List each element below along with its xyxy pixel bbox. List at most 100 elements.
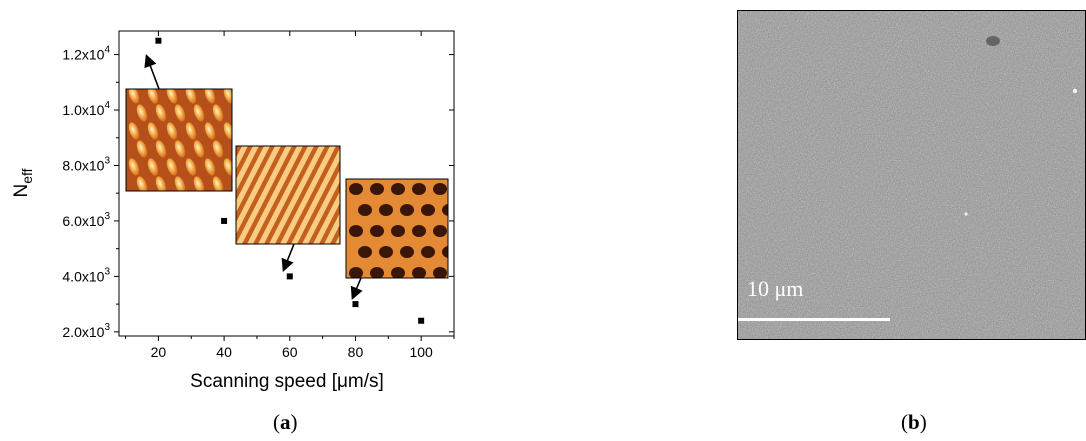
afm-texture: [212, 140, 224, 158]
afm-texture: [166, 89, 178, 104]
afm-texture: [433, 267, 447, 278]
afm-texture: [313, 191, 340, 244]
afm-texture: [147, 122, 159, 140]
afm-texture: [236, 146, 259, 192]
afm-texture: [247, 146, 303, 244]
afm-texture: [349, 183, 363, 195]
afm-texture: [136, 140, 148, 158]
scale-bar: [738, 318, 890, 321]
x-tick-label: 80: [348, 344, 364, 360]
afm-texture: [128, 122, 140, 140]
y-tick-label: 8.0x103: [62, 155, 110, 173]
afm-texture: [204, 122, 216, 140]
afm-texture: [236, 146, 270, 213]
afm-texture: [391, 225, 405, 237]
afm-texture: [400, 246, 414, 258]
afm-texture: [174, 176, 186, 191]
afm-texture: [433, 225, 447, 237]
afm-texture: [358, 246, 372, 258]
afm-texture: [136, 104, 148, 122]
afm-texture: [370, 183, 384, 195]
afm-texture: [147, 89, 159, 104]
afm-texture: [349, 267, 363, 278]
afm-texture: [128, 89, 140, 104]
afm-inset-blobs: [125, 88, 233, 192]
afm-texture: [291, 147, 340, 244]
data-point: [155, 37, 162, 44]
afm-texture: [379, 246, 393, 258]
afm-texture: [433, 183, 447, 195]
afm-texture: [193, 176, 205, 191]
afm-texture: [412, 267, 426, 278]
sem-image: 10 μm: [737, 10, 1086, 340]
afm-inset-stripes: [235, 145, 341, 245]
x-axis-title: Scanning speed [μm/s]: [190, 371, 384, 392]
scatter-chart: 20 40 60 80 100 2.0x103 4.0x103 6.0x103 8.0x103…: [11, 30, 455, 392]
y-tick-label: 1.2x104: [62, 45, 110, 63]
afm-inset-network: [345, 178, 449, 279]
afm-texture: [421, 204, 435, 216]
y-tick-label: 6.0x103: [62, 211, 110, 229]
afm-texture: [391, 183, 405, 195]
afm-texture: [155, 140, 167, 158]
y-tick-label: 1.0x104: [62, 100, 110, 118]
panel-label-b: (b): [901, 410, 927, 434]
x-tick-label: 40: [216, 344, 232, 360]
y-axis: 2.0x103 4.0x103 6.0x103 8.0x103 1.0x104 1.2x1…: [62, 45, 454, 340]
afm-texture: [185, 89, 197, 104]
y-axis-title: Neff: [11, 168, 35, 197]
afm-texture: [269, 146, 325, 244]
afm-texture: [166, 122, 178, 140]
data-points: [155, 37, 425, 324]
plot-frame: [118, 30, 455, 337]
afm-texture: [302, 169, 340, 244]
afm-texture: [204, 158, 216, 176]
afm-texture: [258, 146, 314, 244]
afm-texture: [147, 158, 159, 176]
afm-texture: [379, 204, 393, 216]
afm-texture: [442, 204, 448, 216]
afm-texture: [391, 267, 405, 278]
data-point: [221, 217, 228, 224]
afm-texture: [412, 183, 426, 195]
afm-texture: [174, 140, 186, 158]
afm-texture: [358, 204, 372, 216]
afm-texture: [421, 246, 435, 258]
y-tick-label: 2.0x103: [62, 322, 110, 340]
arrow-inset-80: [350, 277, 363, 300]
afm-texture: [155, 104, 167, 122]
panel-label-a: (a): [273, 410, 298, 434]
x-tick-label: 60: [282, 344, 298, 360]
afm-texture: [185, 122, 197, 140]
sem-dark-spot: [986, 36, 1000, 46]
afm-texture: [166, 158, 178, 176]
afm-texture: [174, 104, 186, 122]
afm-texture: [204, 89, 216, 104]
arrow-inset-60: [281, 243, 295, 272]
data-point: [418, 317, 425, 324]
sem-bright-particle: [964, 212, 968, 216]
y-axis-title-main: N: [11, 184, 32, 198]
afm-texture: [236, 146, 281, 235]
afm-texture: [212, 104, 224, 122]
afm-texture: [236, 146, 292, 244]
afm-texture: [400, 204, 414, 216]
afm-texture: [370, 267, 384, 278]
afm-texture: [193, 104, 205, 122]
y-axis-title-sub: eff: [19, 168, 35, 183]
afm-texture: [128, 158, 140, 176]
afm-texture: [335, 234, 340, 244]
afm-texture: [212, 176, 224, 191]
x-axis: 20 40 60 80 100: [125, 31, 455, 360]
afm-texture: [442, 246, 448, 258]
afm-texture: [193, 140, 205, 158]
afm-texture: [185, 158, 197, 176]
data-point: [286, 273, 293, 280]
arrow-inset-20: [144, 54, 160, 90]
scale-bar-label: 10 μm: [747, 276, 804, 301]
afm-texture: [280, 146, 336, 244]
y-tick-label: 4.0x103: [62, 266, 110, 284]
afm-texture: [370, 225, 384, 237]
afm-texture: [236, 146, 248, 170]
afm-texture: [412, 225, 426, 237]
